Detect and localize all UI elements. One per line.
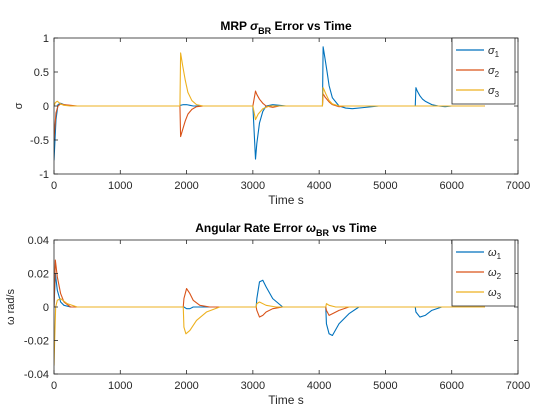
x-tick-label: 2000 bbox=[174, 180, 198, 192]
legend-label-2: σ2 bbox=[488, 65, 500, 79]
x-tick-label: 7000 bbox=[506, 380, 530, 392]
series-group bbox=[54, 46, 485, 161]
y-axis-label: ω rad/s bbox=[5, 288, 17, 325]
legend: ω1 ω2 ω3 bbox=[451, 239, 516, 307]
chart-title: Angular Rate Error ωBR vs Time bbox=[195, 221, 377, 238]
x-tick-label: 3000 bbox=[241, 180, 265, 192]
x-tick-label: 4000 bbox=[307, 180, 331, 192]
legend-label-1: σ1 bbox=[488, 45, 500, 59]
legend-box bbox=[451, 239, 516, 307]
y-tick-label: 0.04 bbox=[28, 235, 49, 247]
series-group bbox=[54, 259, 485, 366]
x-tick-label: 5000 bbox=[373, 380, 397, 392]
legend-label-2: ω2 bbox=[488, 267, 502, 281]
chart-2: Angular Rate Error ωBR vs Time 0 1000 2000 3… bbox=[5, 221, 530, 407]
y-axis-label: σ bbox=[13, 102, 25, 109]
x-tick-label: 3000 bbox=[241, 380, 265, 392]
y-tick-label: 0.02 bbox=[28, 269, 49, 281]
x-tick-label: 0 bbox=[51, 380, 57, 392]
x-axis-label: Time s bbox=[268, 393, 304, 407]
x-tick-label: 7000 bbox=[506, 180, 530, 192]
x-tick-label: 1000 bbox=[108, 180, 132, 192]
x-tick-label: 2000 bbox=[174, 380, 198, 392]
y-tick-label: -0.04 bbox=[24, 369, 49, 381]
legend-label-1: ω1 bbox=[488, 247, 502, 261]
legend-label-3: ω3 bbox=[488, 287, 502, 301]
y-tick-label: -1 bbox=[39, 169, 49, 181]
legend: σ1 σ2 σ3 bbox=[451, 37, 516, 105]
series-line-3 bbox=[54, 52, 485, 121]
x-tick-label: 0 bbox=[51, 180, 57, 192]
x-tick-label: 4000 bbox=[307, 380, 331, 392]
y-tick-label: 0 bbox=[43, 302, 49, 314]
x-tick-label: 5000 bbox=[373, 180, 397, 192]
chart-1: MRP σBR Error vs Time 0 1000 2000 3000 4000 50… bbox=[13, 19, 530, 207]
series-line-3 bbox=[54, 298, 485, 366]
x-tick-label: 1000 bbox=[108, 380, 132, 392]
x-tick-label: 6000 bbox=[439, 180, 463, 192]
y-tick-label: -0.02 bbox=[24, 336, 49, 348]
y-tick-label: 1 bbox=[43, 33, 49, 45]
legend-label-3: σ3 bbox=[488, 85, 500, 99]
x-axis-label: Time s bbox=[268, 193, 304, 207]
x-tick-label: 6000 bbox=[439, 380, 463, 392]
chart-title: MRP σBR Error vs Time bbox=[220, 19, 352, 36]
legend-box bbox=[451, 37, 516, 105]
y-tick-label: -0.5 bbox=[30, 135, 49, 147]
y-tick-label: 0.5 bbox=[34, 67, 49, 79]
y-tick-label: 0 bbox=[43, 101, 49, 113]
